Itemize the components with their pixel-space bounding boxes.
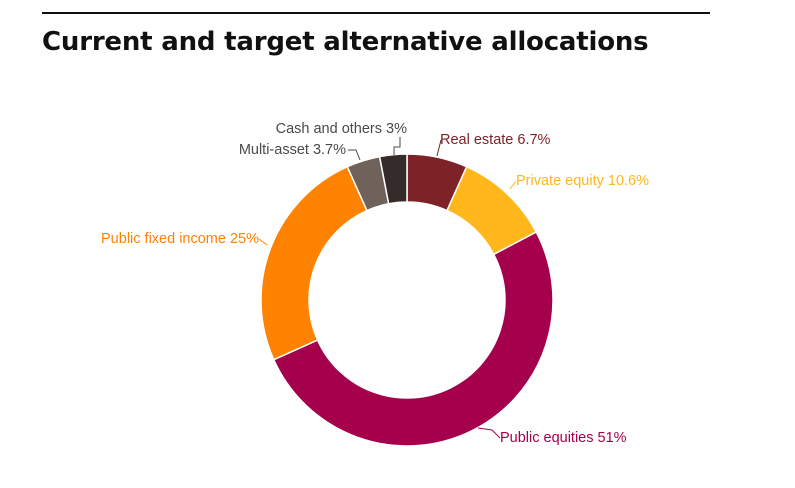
label-private-equity: Private equity 10.6% [516, 173, 649, 189]
slice-cash-and-others [378, 153, 408, 205]
leader-line-real-estate [436, 139, 442, 157]
label-real-estate: Real estate 6.7% [440, 132, 551, 148]
leader-line-multi-asset [348, 149, 361, 161]
label-multi-asset: Multi-asset 3.7% [239, 142, 346, 158]
chart-title: Current and target alternative allocatio… [42, 27, 649, 57]
label-public-equities: Public equities 51% [500, 430, 627, 446]
label-public-fixed-income: Public fixed income 25% [101, 231, 259, 247]
leader-line-public-equities [477, 427, 501, 439]
slice-public-fixed-income [260, 165, 368, 361]
label-cash-and-others: Cash and others 3% [276, 121, 407, 137]
title-rule [42, 12, 710, 14]
leader-line-cash-and-others [393, 137, 401, 155]
leader-line-public-fixed-income [258, 238, 268, 246]
slice-public-equities [272, 231, 554, 447]
leader-line-private-equity [509, 180, 517, 190]
